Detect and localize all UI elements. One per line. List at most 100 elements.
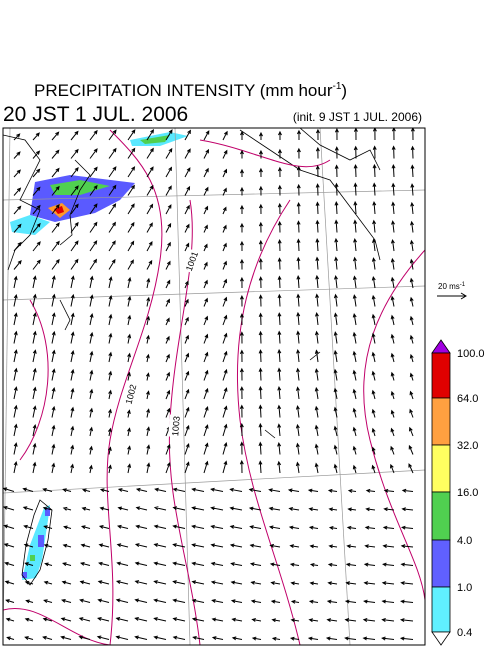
wind-arrow: [51, 462, 56, 474]
wind-arrow: [390, 371, 395, 381]
wind-arrow: [89, 221, 98, 233]
wind-arrow: [70, 350, 75, 363]
wind-arrow: [352, 350, 357, 363]
wind-arrow: [146, 259, 153, 270]
wind-arrow: [165, 241, 171, 252]
wind-arrow: [333, 312, 338, 326]
wind-arrow: [146, 462, 151, 474]
wind-arrow: [165, 461, 171, 474]
wind-arrow: [51, 330, 56, 344]
wind-arrow: [134, 561, 148, 566]
wind-arrow: [184, 316, 189, 326]
wind-arrow: [314, 386, 319, 400]
wind-arrow: [127, 203, 135, 215]
wind-arrow: [32, 293, 37, 307]
wind-arrow: [315, 128, 320, 141]
wind-arrow: [314, 462, 319, 474]
wind-arrow: [13, 187, 22, 196]
wind-arrow: [32, 186, 41, 196]
wind-arrow: [391, 201, 396, 215]
wind-arrow: [184, 334, 189, 344]
wind-arrow: [13, 330, 18, 344]
wind-arrow: [32, 386, 37, 400]
wind-arrow: [296, 165, 301, 178]
wind-arrow: [107, 446, 112, 455]
wind-arrow: [165, 129, 173, 141]
wind-arrow: [184, 461, 190, 474]
wind-arrow: [165, 166, 173, 178]
wind-arrow: [239, 240, 244, 252]
wind-arrow: [203, 205, 209, 215]
wind-arrow: [239, 258, 244, 270]
wind-arrow: [289, 562, 300, 567]
wind-arrow: [6, 636, 15, 641]
wind-arrow: [61, 580, 72, 585]
wind-arrow: [277, 257, 282, 270]
wind-arrow: [203, 297, 208, 307]
wind-arrow: [146, 203, 154, 215]
wind-arrow: [353, 238, 358, 252]
wind-arrow: [250, 580, 262, 585]
wind-arrow: [127, 463, 132, 474]
map-frame: [2, 127, 426, 646]
wind-arrow: [210, 561, 224, 566]
wind-arrow: [295, 442, 300, 455]
wind-arrow: [401, 488, 414, 493]
wind-arrow: [315, 238, 320, 252]
wind-arrow: [391, 220, 396, 233]
wind-arrow: [172, 635, 186, 640]
wind-arrow: [309, 581, 319, 586]
wind-arrow: [308, 525, 319, 530]
wind-arrow: [229, 487, 243, 492]
wind-arrow: [51, 240, 60, 252]
precip-area: [54, 206, 64, 214]
wind-arrow: [172, 598, 186, 603]
wind-arrow: [231, 636, 243, 641]
wind-arrow: [353, 219, 358, 233]
wind-arrow: [146, 129, 155, 141]
wind-arrow: [222, 278, 228, 289]
wind-arrow: [314, 368, 319, 381]
wind-arrow: [51, 368, 56, 381]
wind-arrow: [328, 507, 338, 512]
wind-arrow: [127, 147, 136, 159]
wind-arrow: [70, 166, 79, 178]
wind-arrow: [70, 221, 79, 233]
wind-arrow: [32, 312, 37, 326]
wind-arrow: [258, 441, 263, 455]
wind-arrow: [295, 461, 300, 474]
wind-arrow: [251, 636, 262, 641]
wind-arrow: [390, 314, 395, 326]
wind-arrow: [145, 353, 150, 363]
wind-arrow: [315, 164, 320, 178]
wind-arrow: [146, 408, 151, 418]
wind-arrow: [80, 525, 91, 530]
wind-arrow: [401, 525, 414, 530]
wind-arrow: [352, 464, 357, 474]
wind-scale-label: 20 ms-1: [438, 282, 466, 291]
wind-arrow: [289, 544, 300, 549]
wind-arrow: [97, 617, 110, 622]
wind-arrow: [222, 224, 227, 233]
wind-arrow: [345, 562, 357, 567]
wind-arrow: [381, 581, 395, 586]
wind-arrow: [352, 294, 357, 307]
wind-arrow: [269, 543, 281, 548]
wind-arrow: [116, 561, 129, 566]
wind-arrow: [89, 258, 98, 270]
wind-arrow: [32, 442, 37, 455]
wind-arrow: [409, 426, 414, 437]
wind-arrow: [239, 349, 244, 363]
wind-arrow: [222, 296, 228, 307]
wind-arrow: [328, 544, 338, 549]
wind-arrow: [390, 352, 395, 363]
wind-arrow: [78, 635, 91, 640]
wind-arrow: [203, 387, 209, 400]
wind-arrow: [184, 388, 190, 400]
wind-arrow: [60, 635, 72, 640]
wind-arrow: [79, 598, 91, 603]
wind-arrow: [203, 369, 209, 381]
wind-arrow: [89, 369, 94, 381]
wind-arrow: [372, 145, 377, 159]
wind-arrow: [165, 204, 172, 215]
